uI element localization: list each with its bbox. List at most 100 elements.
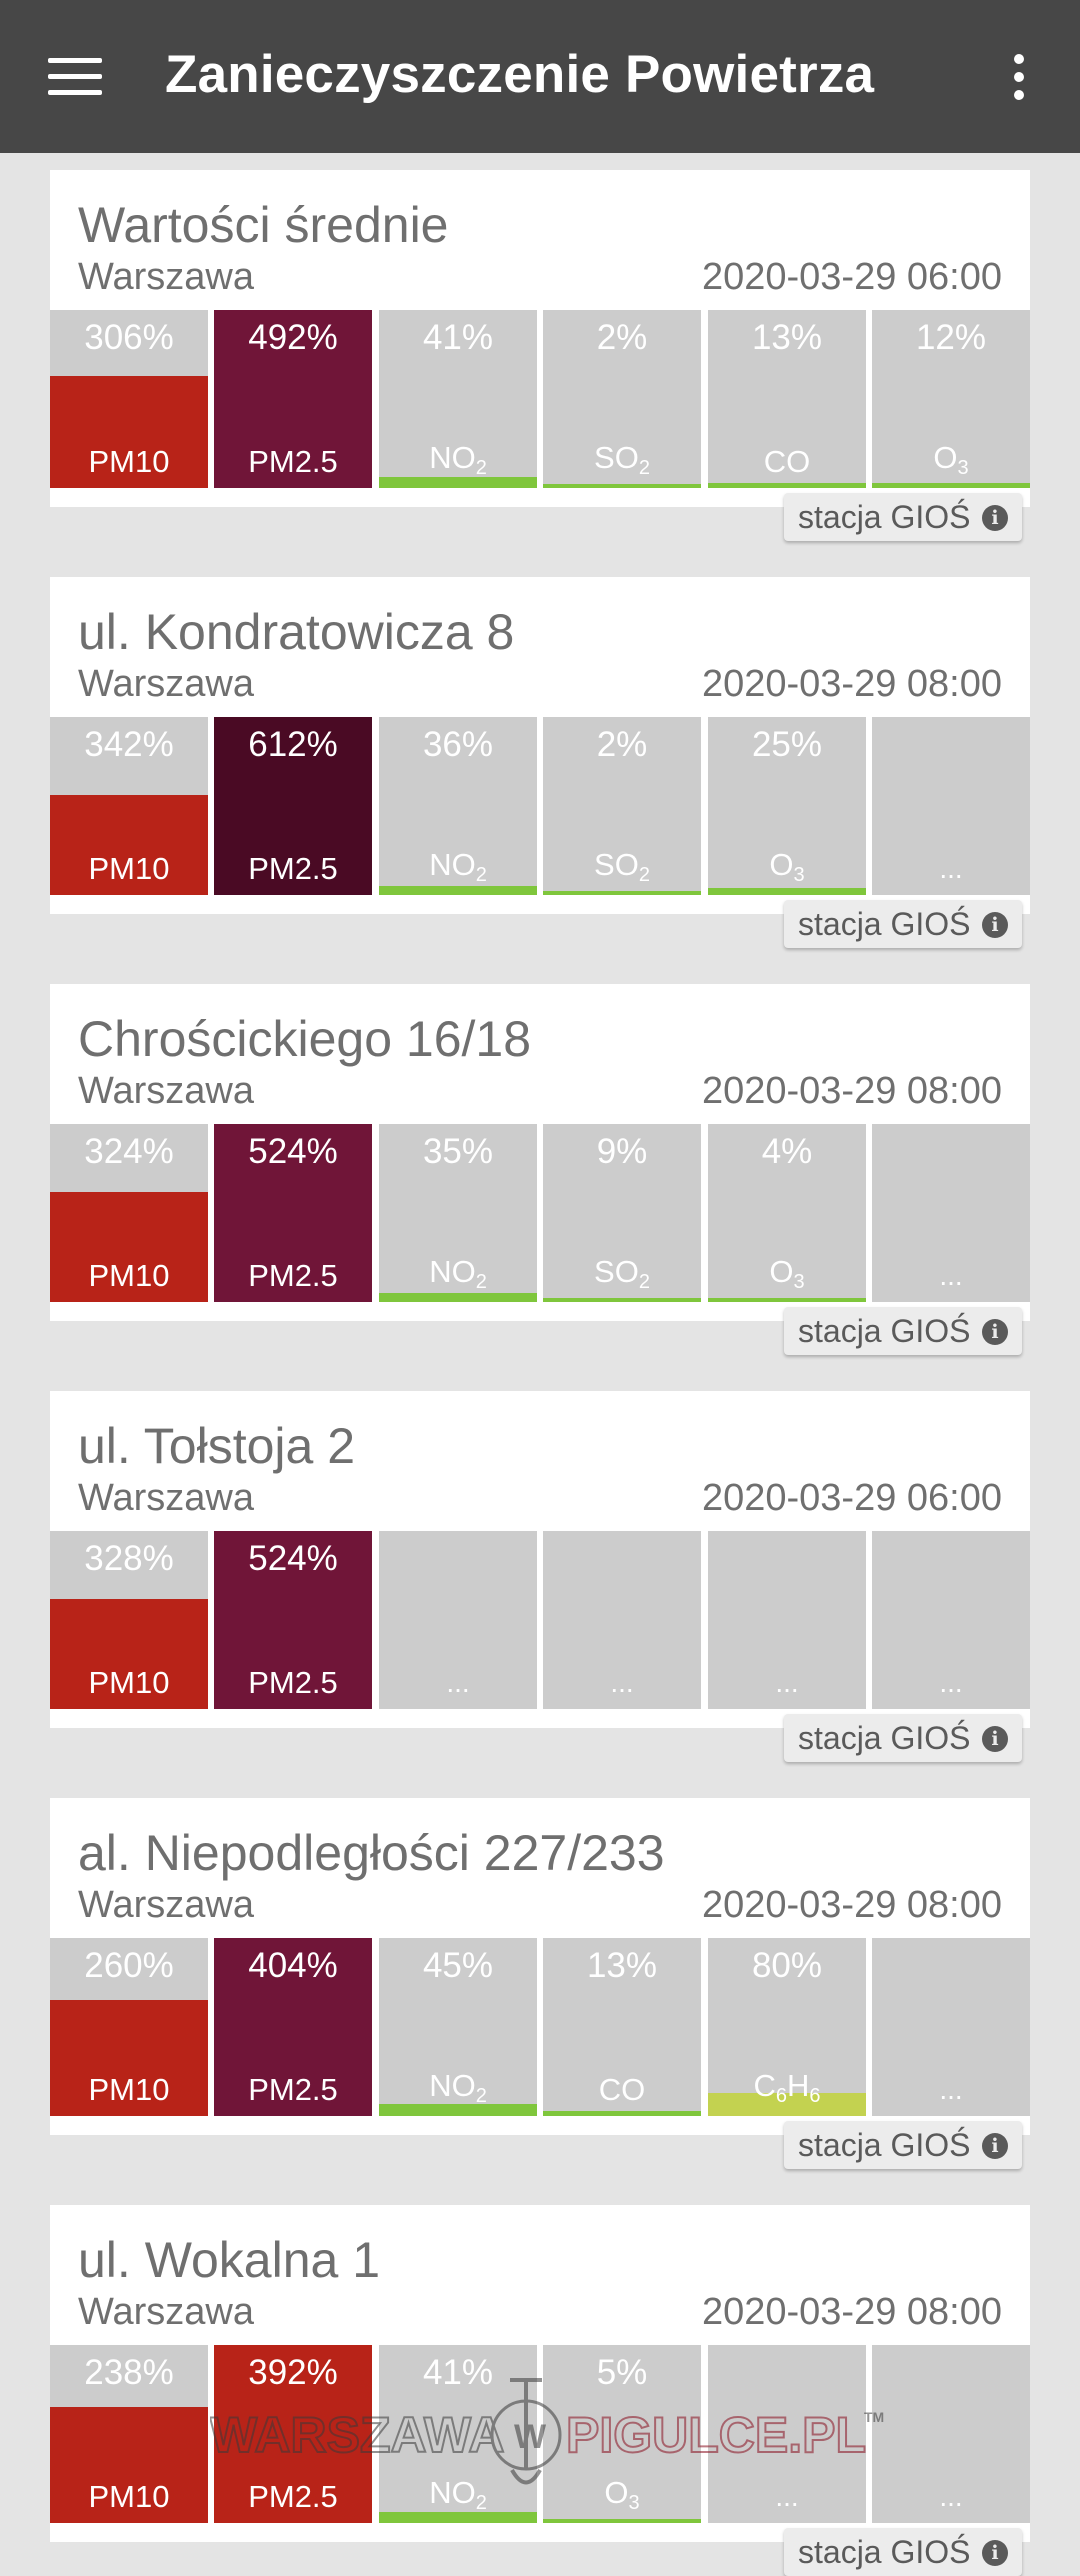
pollutant-symbol: ... <box>775 2481 799 2512</box>
pollutant-name: PM2.5 <box>214 851 372 887</box>
pollutant-percent: 392% <box>248 2353 338 2392</box>
pollutant-name: NO2 <box>379 440 537 480</box>
menu-icon[interactable] <box>48 58 102 96</box>
pollutant-percent: 306% <box>84 318 174 357</box>
pollutant-percent: 404% <box>248 1946 338 1985</box>
pollutant-symbol-2: H <box>787 2068 810 2103</box>
pollutant-level-bar <box>214 2345 372 2523</box>
pollutant-symbol: O <box>769 847 794 882</box>
pollutant-subscript: 2 <box>638 1271 650 1293</box>
pollutant-symbol: NO <box>429 847 476 882</box>
pollutant-tile: ... <box>872 717 1030 895</box>
pollutant-percent: 328% <box>84 1539 174 1578</box>
pollutant-name: O3 <box>708 1254 866 1294</box>
station-info-button[interactable]: stacja GIOŚ i <box>784 2528 1022 2576</box>
station-info-button[interactable]: stacja GIOŚ i <box>784 900 1022 948</box>
pollutant-tile: 260% PM10 <box>50 1938 208 2116</box>
app-bar: Zanieczyszczenie Powietrza <box>0 0 1080 153</box>
measurement-time: 2020-03-29 08:00 <box>701 1884 1002 1926</box>
pollutant-level-bar <box>50 795 208 895</box>
pollutant-tile: ... <box>379 1531 537 1709</box>
pollutant-symbol: SO <box>594 847 639 882</box>
station-city: Warszawa <box>78 663 254 705</box>
pollutant-tiles: 306% PM10 492% PM2.5 41% NO2 2% SO2 13% CO 12% O3 <box>50 310 1030 488</box>
pollutant-percent: 80% <box>751 1946 823 1985</box>
pollutant-level-bar <box>214 1938 372 2116</box>
station-info-button[interactable]: stacja GIOŚ i <box>784 1714 1022 1762</box>
pollutant-name: ... <box>872 2481 1030 2513</box>
pollutant-name: PM10 <box>50 2072 208 2108</box>
station-info-button[interactable]: stacja GIOŚ i <box>784 1307 1022 1355</box>
pollutant-name: PM2.5 <box>214 1665 372 1701</box>
pollutant-symbol: PM2.5 <box>248 2072 338 2107</box>
pollutant-symbol: PM10 <box>88 851 170 886</box>
pollutant-tile: ... <box>872 1938 1030 2116</box>
pollutant-symbol: PM10 <box>88 2479 170 2514</box>
pollutant-level-bar <box>214 1531 372 1709</box>
pollutant-tiles: 260% PM10 404% PM2.5 45% NO2 13% CO 80% C6H6... <box>50 1938 1030 2116</box>
pollutant-name: NO2 <box>379 1254 537 1294</box>
pollutant-level-bar <box>543 2111 701 2116</box>
pollutant-level-bar <box>543 1298 701 1302</box>
pollutant-level-bar <box>708 888 866 895</box>
pollutant-tile: 45% NO2 <box>379 1938 537 2116</box>
pollutant-tile: 35% NO2 <box>379 1124 537 1302</box>
pollutant-tiles: 342% PM10 612% PM2.5 36% NO2 2% SO2 25% O3... <box>50 717 1030 895</box>
pollutant-level-bar <box>50 2407 208 2523</box>
more-vert-icon[interactable] <box>1004 52 1034 102</box>
pollutant-subscript: 2 <box>475 864 487 886</box>
pollutant-percent: 524% <box>248 1132 338 1171</box>
pollutant-symbol: PM10 <box>88 444 170 479</box>
pollutant-symbol: PM2.5 <box>248 1665 338 1700</box>
pollutant-name: NO2 <box>379 2068 537 2108</box>
station-city: Warszawa <box>78 1070 254 1112</box>
pollutant-symbol: SO <box>594 1254 639 1289</box>
pollutant-tile: 524% PM2.5 <box>214 1531 372 1709</box>
station-card[interactable]: Chrościckiego 16/18 Warszawa 2020-03-29 08… <box>50 984 1030 1355</box>
pollutant-percent: 12% <box>915 318 987 357</box>
pollutant-name: PM2.5 <box>214 2479 372 2515</box>
pollutant-tile: 612% PM2.5 <box>214 717 372 895</box>
pollutant-symbol: PM10 <box>88 2072 170 2107</box>
pollutant-name: PM10 <box>50 1665 208 1701</box>
station-label: stacja GIOŚ <box>798 1720 971 1756</box>
pollutant-level-bar <box>379 2512 537 2523</box>
pollutant-percent: 2% <box>596 725 648 764</box>
pollutant-percent: 36% <box>422 725 494 764</box>
station-city: Warszawa <box>78 2291 254 2333</box>
pollutant-percent: 13% <box>586 1946 658 1985</box>
pollutant-symbol: NO <box>429 2068 476 2103</box>
pollutant-name: ... <box>708 1667 866 1699</box>
pollutant-percent: 342% <box>84 725 174 764</box>
pollutant-level-bar <box>543 891 701 895</box>
info-icon: i <box>982 505 1008 531</box>
pollutant-tile: 4% O3 <box>708 1124 866 1302</box>
station-name: ul. Tołstoja 2 <box>78 1418 356 1474</box>
station-card[interactable]: ul. Kondratowicza 8 Warszawa 2020-03-29 08… <box>50 577 1030 948</box>
pollutant-tile: ... <box>872 1531 1030 1709</box>
pollutant-percent: 324% <box>84 1132 174 1171</box>
station-card[interactable]: ul. Wokalna 1 Warszawa 2020-03-29 08:00 238… <box>50 2205 1030 2576</box>
station-card[interactable]: Wartości średnie Warszawa 2020-03-29 06:00… <box>50 170 1030 541</box>
pollutant-subscript: 2 <box>638 457 650 479</box>
pollutant-name: ... <box>379 1667 537 1699</box>
station-city: Warszawa <box>78 256 254 298</box>
pollutant-tile: 25% O3 <box>708 717 866 895</box>
station-card[interactable]: ul. Tołstoja 2 Warszawa 2020-03-29 06:00 32… <box>50 1391 1030 1762</box>
station-city: Warszawa <box>78 1884 254 1926</box>
pollutant-percent: 45% <box>422 1946 494 1985</box>
pollutant-subscript: 2 <box>475 457 487 479</box>
pollutant-percent: 25% <box>751 725 823 764</box>
pollutant-name: O3 <box>543 2475 701 2515</box>
station-info-button[interactable]: stacja GIOŚ i <box>784 2121 1022 2169</box>
pollutant-symbol: ... <box>610 1667 634 1698</box>
pollutant-tile: 306% PM10 <box>50 310 208 488</box>
pollutant-level-bar <box>214 717 372 895</box>
pollutant-tile: 41% NO2 <box>379 310 537 488</box>
pollutant-percent: 524% <box>248 1539 338 1578</box>
station-card[interactable]: al. Niepodległości 227/233 Warszawa 2020-0… <box>50 1798 1030 2169</box>
pollutant-percent: 35% <box>422 1132 494 1171</box>
pollutant-symbol: O <box>604 2475 629 2510</box>
pollutant-name: ... <box>872 853 1030 885</box>
station-info-button[interactable]: stacja GIOŚ i <box>784 493 1022 541</box>
